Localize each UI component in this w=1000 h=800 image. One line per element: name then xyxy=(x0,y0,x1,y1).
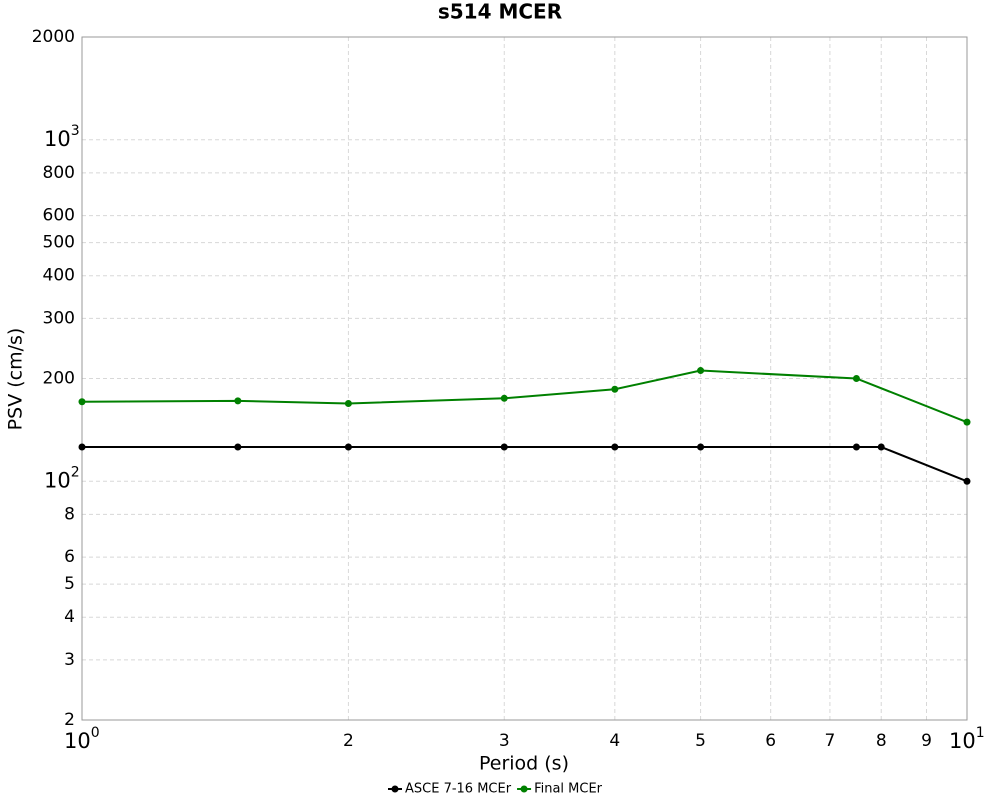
tick-label: 2000 xyxy=(32,27,75,47)
tick-label: 2 xyxy=(343,731,354,751)
y-axis-label: PSV (cm/s) xyxy=(5,328,27,431)
legend-marker xyxy=(391,785,399,793)
tick-label: 4 xyxy=(609,731,620,751)
plot-frame xyxy=(81,36,968,721)
tick-label: 400 xyxy=(43,266,75,286)
data-point xyxy=(78,398,86,406)
data-point xyxy=(852,375,860,382)
data-point xyxy=(78,443,86,451)
tick-label: 6 xyxy=(765,731,776,751)
data-point xyxy=(344,399,352,407)
data-point xyxy=(500,394,508,402)
tick-exponent: 0 xyxy=(91,725,100,741)
data-point xyxy=(697,443,705,451)
data-point xyxy=(611,385,619,393)
tick-label: 7 xyxy=(824,731,835,751)
tick-label: 2 xyxy=(64,710,75,730)
data-point xyxy=(234,397,242,405)
data-point xyxy=(697,367,705,375)
data-point xyxy=(877,443,885,451)
x-axis-label: Period (s) xyxy=(479,753,569,775)
data-point xyxy=(963,477,971,485)
tick-label: 8 xyxy=(876,731,887,751)
tick-label: 9 xyxy=(921,731,932,751)
tick-label: 6 xyxy=(64,547,75,567)
data-point xyxy=(344,443,352,451)
data-point xyxy=(611,443,619,451)
chart-title: s514 MCER xyxy=(438,0,562,24)
tick-label: 8 xyxy=(64,504,75,524)
tick-label: 3 xyxy=(64,650,75,670)
tick-label: 500 xyxy=(43,233,75,253)
series-line xyxy=(81,369,968,424)
tick-label: 200 xyxy=(43,369,75,389)
legend-marker xyxy=(520,785,528,793)
data-point xyxy=(500,443,508,451)
tick-label: 4 xyxy=(64,607,75,627)
tick-label: 300 xyxy=(43,308,75,328)
data-point xyxy=(963,418,971,426)
tick-label: 5 xyxy=(695,731,706,751)
tick-exponent: 1 xyxy=(976,725,985,741)
legend-label: ASCE 7-16 MCEr xyxy=(405,782,512,797)
data-point xyxy=(852,443,860,451)
data-point xyxy=(234,443,242,451)
tick-exponent: 2 xyxy=(71,464,80,480)
legend-label: Final MCEr xyxy=(534,782,603,797)
tick-exponent: 3 xyxy=(71,123,80,139)
tick-label: 3 xyxy=(499,731,510,751)
tick-label: 5 xyxy=(64,574,75,594)
tick-label: 600 xyxy=(43,206,75,226)
tick-label: 800 xyxy=(43,163,75,183)
